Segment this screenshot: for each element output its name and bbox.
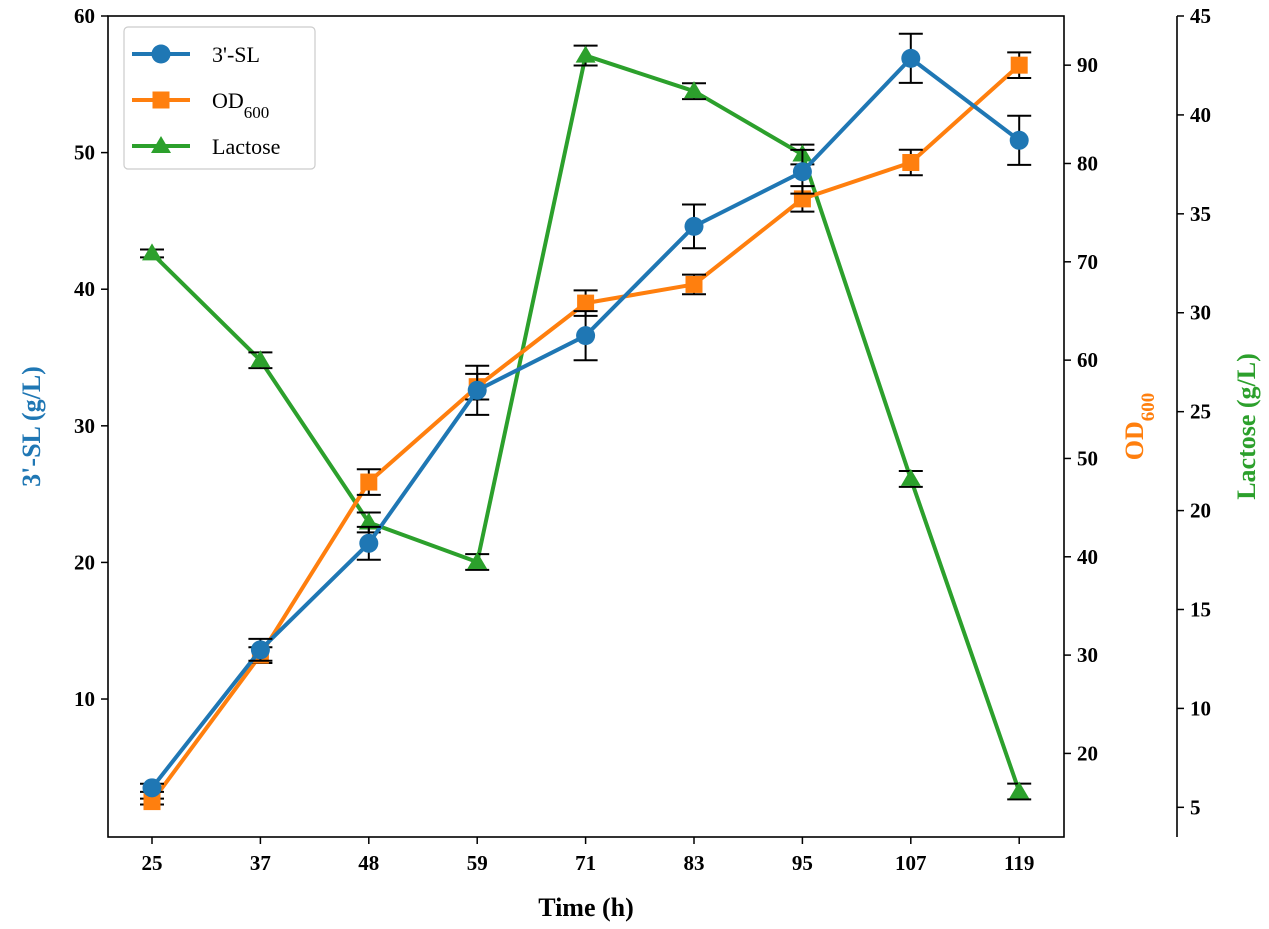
right-axis-title-main: OD: [1120, 421, 1149, 460]
data-point: [143, 793, 161, 811]
legend-label: OD600: [212, 88, 269, 122]
legend-label-main: Lactose: [212, 134, 280, 159]
legend-label: Lactose: [212, 134, 280, 159]
far-right-tick-label: 45: [1190, 4, 1211, 28]
left-axis-title: 3'-SL (g/L): [17, 366, 46, 487]
left-tick-label: 60: [74, 4, 95, 28]
right-axis-title: OD600: [1120, 393, 1159, 461]
legend-label-main: OD: [212, 88, 244, 113]
right-tick-label: 90: [1077, 53, 1098, 77]
data-point: [577, 294, 595, 312]
left-tick-label: 10: [74, 687, 95, 711]
left-tick-label: 40: [74, 277, 95, 301]
right-tick-label: 70: [1077, 250, 1098, 274]
data-point: [684, 81, 704, 99]
far-right-tick-label: 35: [1190, 202, 1211, 226]
data-point: [360, 473, 378, 491]
data-point: [250, 350, 271, 368]
data-point: [1010, 56, 1028, 74]
data-point: [901, 48, 921, 68]
data-point: [685, 275, 703, 293]
legend-marker: [152, 91, 170, 109]
legend-label: 3'-SL: [212, 42, 260, 67]
x-tick-label: 95: [792, 851, 813, 875]
right-tick-label: 80: [1077, 151, 1098, 175]
far-right-tick-label: 30: [1190, 301, 1211, 325]
far-right-tick-label: 10: [1190, 696, 1211, 720]
legend-item: OD600: [132, 88, 269, 122]
legend-label-main: 3'-SL: [212, 42, 260, 67]
x-tick-label: 25: [142, 851, 163, 875]
x-axis-title: Time (h): [538, 893, 634, 922]
data-point: [576, 326, 596, 346]
left-tick-label: 50: [74, 141, 95, 165]
x-tick-label: 48: [358, 851, 379, 875]
series-lactose: [140, 44, 1032, 801]
far-right-tick-label: 5: [1190, 795, 1201, 819]
legend-marker: [151, 44, 171, 64]
data-point: [142, 778, 162, 798]
legend-item: Lactose: [132, 134, 280, 159]
far-right-axis-title: Lactose (g/L): [1232, 353, 1261, 500]
data-point: [575, 45, 596, 63]
series-layer: [140, 32, 1032, 811]
data-point: [792, 162, 812, 182]
right-tick-label: 30: [1077, 643, 1098, 667]
left-tick-label: 30: [74, 414, 95, 438]
far-right-tick-label: 20: [1190, 499, 1211, 523]
left-tick-label: 20: [74, 550, 95, 574]
x-tick-label: 119: [1004, 851, 1034, 875]
x-tick-label: 59: [467, 851, 488, 875]
legend-label-sub: 600: [244, 103, 270, 122]
data-point: [902, 154, 920, 172]
data-point: [359, 533, 379, 553]
data-point: [142, 243, 162, 261]
right-tick-label: 20: [1077, 741, 1098, 765]
legend: 3'-SL OD600 Lactose: [123, 26, 316, 170]
far-right-tick-label: 25: [1190, 400, 1211, 424]
right-tick-label: 60: [1077, 348, 1098, 372]
legend-box: [123, 26, 316, 170]
data-point: [358, 512, 379, 530]
data-point: [1009, 130, 1029, 150]
data-point: [900, 468, 921, 486]
data-point: [467, 380, 487, 400]
far-right-tick-label: 15: [1190, 597, 1211, 621]
data-point: [250, 640, 270, 660]
x-tick-label: 83: [684, 851, 705, 875]
series-3-sl: [140, 32, 1032, 798]
series-line: [150, 63, 1021, 803]
x-tick-label: 71: [575, 851, 596, 875]
data-point: [467, 552, 488, 570]
x-tick-label: 37: [250, 851, 271, 875]
legend-marker: [151, 136, 171, 153]
axes-layer: 25 37 48 59 71 83 95 107 119 Time (h) 10 20 30 40 50 60…: [17, 4, 1261, 922]
far-right-tick-label: 40: [1190, 103, 1211, 127]
right-tick-label: 40: [1077, 545, 1098, 569]
data-point: [684, 216, 704, 236]
data-point: [1009, 781, 1030, 799]
data-point: [793, 190, 811, 208]
legend-item: 3'-SL: [132, 42, 260, 67]
right-tick-label: 50: [1077, 446, 1098, 470]
x-tick-label: 107: [895, 851, 927, 875]
right-axis-title-sub: 600: [1138, 393, 1159, 422]
